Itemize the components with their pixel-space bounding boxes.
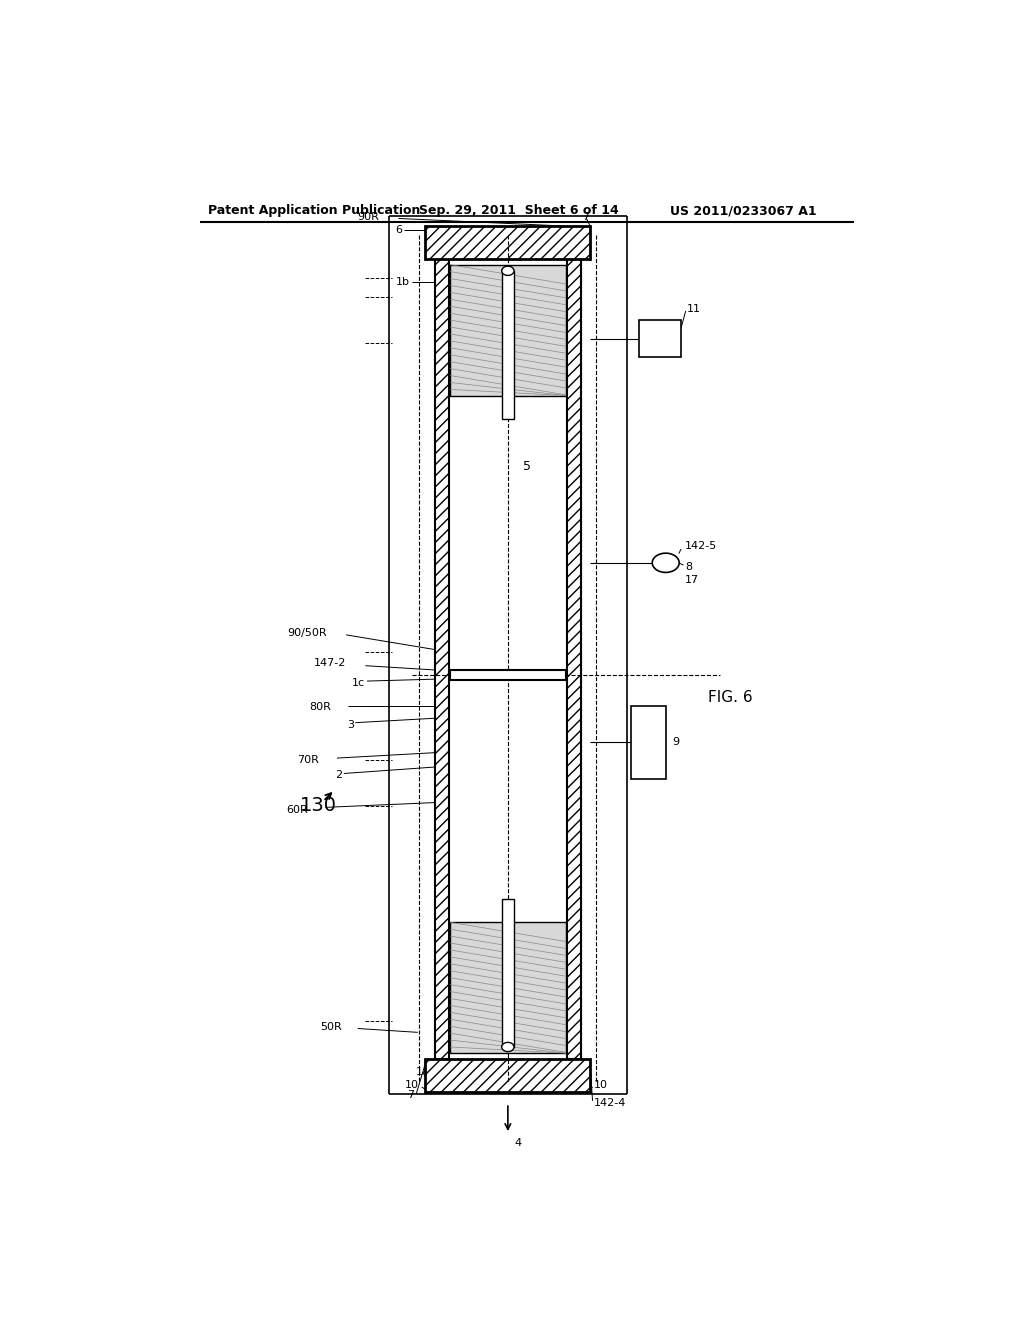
Bar bbox=[425, 1059, 590, 1092]
Text: 147-2: 147-2 bbox=[313, 659, 346, 668]
Bar bbox=[451, 264, 565, 396]
Text: 90R: 90R bbox=[357, 213, 379, 222]
Text: FIG. 6: FIG. 6 bbox=[708, 690, 753, 705]
Bar bbox=[435, 259, 449, 1059]
Bar bbox=[639, 321, 681, 358]
Text: US 2011/0233067 A1: US 2011/0233067 A1 bbox=[670, 205, 816, 218]
Text: 8: 8 bbox=[685, 561, 692, 572]
Text: 9: 9 bbox=[672, 737, 679, 747]
Text: 10: 10 bbox=[594, 1081, 608, 1090]
Text: Patent Application Publication: Patent Application Publication bbox=[208, 205, 420, 218]
Bar bbox=[502, 899, 514, 1047]
Text: 3: 3 bbox=[347, 719, 354, 730]
Text: 4: 4 bbox=[514, 1138, 521, 1148]
Text: 130: 130 bbox=[300, 796, 337, 814]
Text: 6: 6 bbox=[395, 224, 402, 235]
Text: 50R: 50R bbox=[321, 1022, 342, 1032]
Text: 17: 17 bbox=[685, 574, 699, 585]
Text: 60R: 60R bbox=[286, 805, 307, 814]
Bar bbox=[425, 226, 590, 259]
Text: 70R: 70R bbox=[297, 755, 319, 764]
Text: 142-4: 142-4 bbox=[594, 1098, 627, 1109]
Ellipse shape bbox=[502, 1043, 514, 1052]
Bar bbox=[451, 671, 565, 680]
Text: 1a: 1a bbox=[416, 1068, 429, 1077]
Text: 80R: 80R bbox=[309, 702, 331, 713]
Text: 142-5: 142-5 bbox=[685, 541, 717, 550]
Text: 7: 7 bbox=[583, 213, 590, 222]
Text: 1b: 1b bbox=[396, 277, 410, 286]
Text: 90/50R: 90/50R bbox=[288, 627, 327, 638]
Bar bbox=[567, 259, 581, 1059]
Text: 11: 11 bbox=[687, 304, 701, 314]
Text: 10: 10 bbox=[406, 1081, 419, 1090]
Text: 1c: 1c bbox=[352, 677, 366, 688]
Bar bbox=[631, 706, 666, 779]
Bar bbox=[449, 259, 567, 1059]
Bar bbox=[451, 923, 565, 1053]
Ellipse shape bbox=[502, 267, 514, 276]
Ellipse shape bbox=[652, 553, 679, 573]
Text: 7: 7 bbox=[407, 1090, 414, 1101]
Bar bbox=[502, 271, 514, 418]
Text: 2: 2 bbox=[335, 770, 342, 780]
Text: 5: 5 bbox=[523, 459, 531, 473]
Text: Sep. 29, 2011  Sheet 6 of 14: Sep. 29, 2011 Sheet 6 of 14 bbox=[419, 205, 620, 218]
